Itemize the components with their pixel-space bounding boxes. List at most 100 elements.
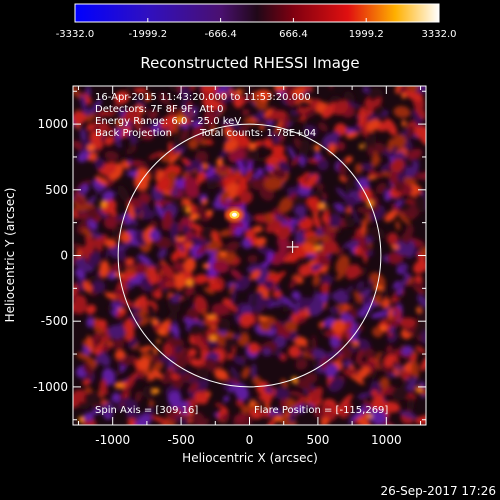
- heatmap-hotspot: [207, 210, 212, 215]
- heatmap-cell: [127, 416, 137, 425]
- heatmap-hotspot: [353, 340, 358, 347]
- heatmap-cell: [358, 312, 367, 318]
- heatmap-cell: [135, 87, 148, 94]
- heatmap-cell: [283, 252, 293, 264]
- flare-marker: [286, 240, 299, 253]
- heatmap-cell: [88, 251, 101, 267]
- heatmap-cell: [313, 406, 321, 418]
- heatmap-cell: [288, 345, 301, 358]
- heatmap-cell: [83, 412, 95, 421]
- heatmap-cell: [73, 195, 85, 206]
- heatmap-cell: [135, 414, 152, 425]
- heatmap-cell: [393, 305, 402, 315]
- heatmap-cell: [371, 366, 378, 381]
- heatmap-cell: [341, 339, 350, 347]
- heatmap-cell: [305, 173, 319, 189]
- heatmap-cell: [269, 110, 288, 120]
- heatmap-cell: [189, 376, 195, 383]
- heatmap-cell: [223, 342, 234, 355]
- heatmap-cell: [293, 377, 312, 390]
- heatmap-cell: [171, 373, 180, 380]
- heatmap-cell: [253, 171, 262, 179]
- heatmap-cell: [194, 418, 210, 425]
- heatmap-cell: [312, 213, 321, 230]
- heatmap-cell: [234, 226, 244, 238]
- info-block: 16-Apr-2015 11:43:20.000 to 11:53:20.000…: [95, 92, 388, 416]
- heatmap-cell: [304, 125, 318, 138]
- heatmap-cell: [99, 121, 108, 132]
- heatmap-cell: [81, 107, 99, 116]
- heatmap-hotspot: [87, 144, 95, 151]
- heatmap-cell: [241, 109, 250, 116]
- heatmap-cell: [239, 190, 253, 205]
- heatmap-cell: [337, 161, 347, 177]
- heatmap-cell: [73, 283, 80, 296]
- heatmap-cell: [296, 194, 309, 207]
- heatmap-cell: [187, 348, 197, 358]
- heatmap-cell: [250, 270, 261, 280]
- heatmap-cell: [135, 98, 143, 104]
- heatmap-hotspot: [186, 279, 194, 286]
- heatmap-cell: [219, 229, 234, 237]
- heatmap-cell: [239, 313, 255, 327]
- y-tick-label: -500: [41, 314, 68, 328]
- heatmap-cell: [101, 190, 115, 201]
- heatmap-cell: [343, 240, 360, 249]
- heatmap-cell: [329, 306, 340, 315]
- heatmap-cell: [372, 326, 384, 338]
- heatmap-cell: [108, 206, 117, 217]
- heatmap-cell: [125, 282, 134, 290]
- heatmap-cell: [223, 395, 230, 402]
- heatmap-cell: [335, 202, 345, 212]
- heatmap-cell: [398, 201, 411, 212]
- heatmap-cell: [406, 126, 416, 139]
- heatmap-cell: [100, 334, 111, 343]
- heatmap-cell: [397, 212, 411, 225]
- heatmap-cell: [172, 356, 188, 370]
- heatmap-cell: [83, 392, 104, 407]
- heatmap-cell: [344, 285, 354, 295]
- heatmap-cell: [297, 316, 307, 324]
- heatmap-cell: [117, 296, 135, 308]
- heatmap-cell: [118, 271, 136, 280]
- heatmap-cell: [137, 254, 152, 265]
- heatmap-cell: [384, 210, 398, 222]
- heatmap-cell: [321, 282, 330, 295]
- heatmap-cell: [398, 317, 417, 329]
- heatmap-cell: [73, 295, 87, 315]
- heatmap-cell: [194, 391, 209, 405]
- heatmap-cell: [299, 264, 313, 277]
- colorbar-frame: [74, 3, 440, 23]
- heatmap-cell: [393, 351, 400, 366]
- heatmap-cell: [206, 240, 222, 252]
- heatmap-hotspot: [118, 307, 123, 311]
- heatmap-cell: [173, 137, 184, 149]
- heatmap-cell: [207, 276, 217, 285]
- heatmap-cell: [355, 349, 364, 364]
- heatmap-cell: [164, 407, 176, 417]
- heatmap-cell: [73, 140, 84, 151]
- heatmap-cell: [111, 336, 125, 350]
- heatmap-cell: [278, 196, 294, 213]
- heatmap-cell: [325, 330, 335, 338]
- heatmap-cell: [321, 403, 337, 421]
- heatmap-cell: [171, 272, 188, 279]
- heatmap-cell: [325, 363, 338, 378]
- heatmap-hotspot: [207, 315, 216, 319]
- heatmap-cell: [345, 173, 355, 191]
- heatmap-cell: [384, 118, 398, 136]
- heatmap-cell: [178, 415, 193, 420]
- heatmap-cell: [191, 124, 206, 143]
- heatmap-hotspot: [390, 245, 400, 250]
- heatmap-cell: [364, 131, 377, 148]
- heatmap-cell: [164, 280, 177, 289]
- x-tick-label: 0: [246, 433, 254, 447]
- heatmap-cell: [174, 347, 183, 352]
- heatmap-cell: [189, 86, 196, 91]
- heatmap-cell: [167, 105, 176, 113]
- heatmap-cell: [151, 362, 164, 372]
- heatmap-cell: [412, 110, 422, 127]
- heatmap-cell: [399, 410, 417, 419]
- heatmap-cell: [136, 168, 151, 182]
- heatmap-cell: [312, 275, 321, 286]
